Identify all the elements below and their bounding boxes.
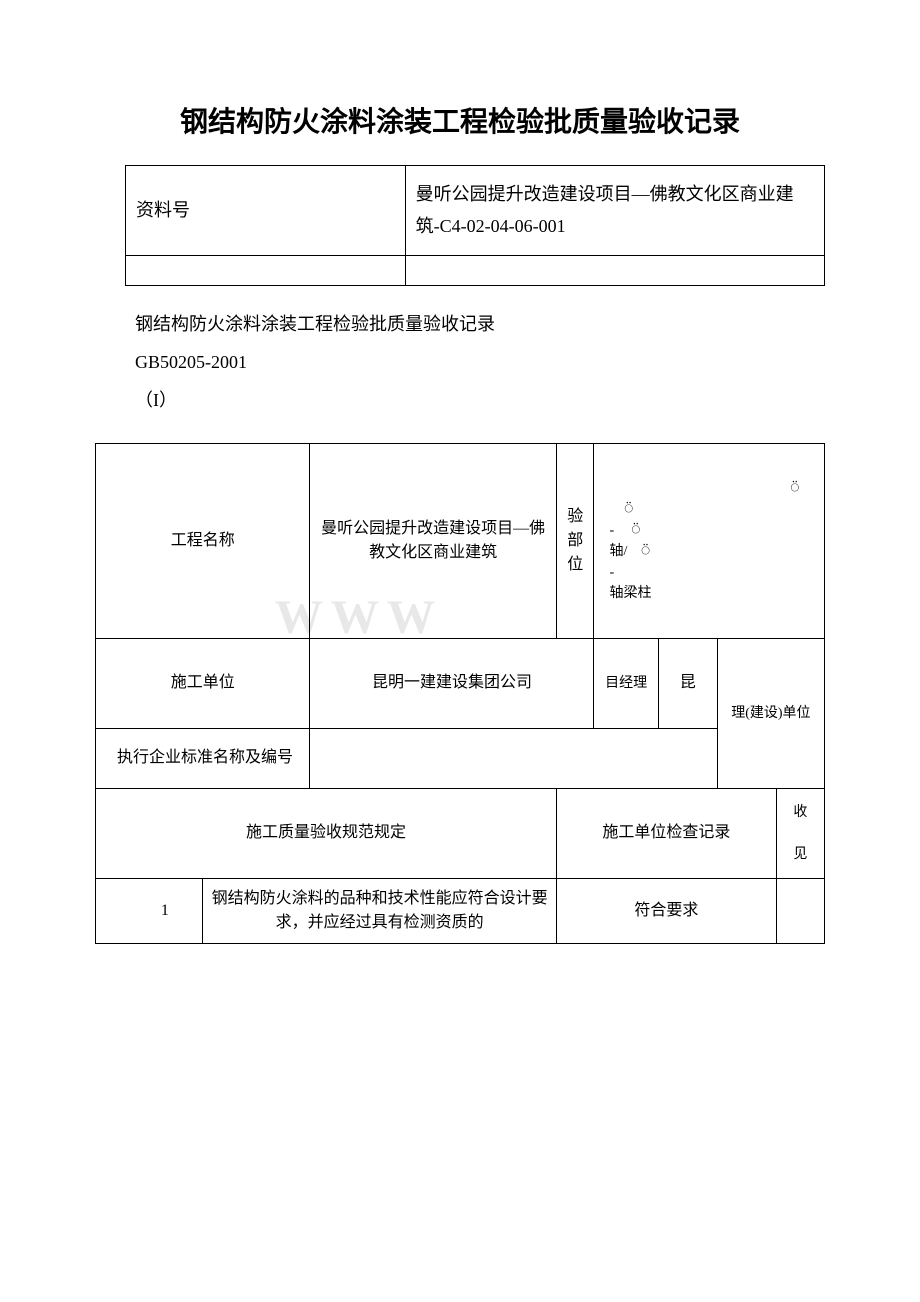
standard-label: 执行企业标准名称及编号 bbox=[96, 728, 310, 788]
table-row-3: 执行企业标准名称及编号 bbox=[96, 728, 825, 788]
item-number: 1 bbox=[128, 878, 203, 943]
project-name-value: 曼听公园提升改造建设项目—佛教文化区商业建筑 bbox=[310, 443, 557, 638]
table-row-4: 施工质量验收规范规定 施工单位检查记录 收见 bbox=[96, 788, 825, 878]
page-wrapper: 钢结构防火涂料涂装工程检验批质量验收记录 资料号 曼听公园提升改造建设项目—佛教… bbox=[95, 100, 825, 944]
info-row-1: 资料号 曼听公园提升改造建设项目—佛教文化区商业建筑-C4-02-04-06-0… bbox=[126, 166, 825, 256]
acceptance-label: 收见 bbox=[776, 788, 824, 878]
table-row-1: 工程名称 曼听公园提升改造建设项目—佛教文化区商业建筑 验部位 ⍥ ⍥ - ⍥ … bbox=[96, 443, 825, 638]
inspection-part-label: 验部位 bbox=[556, 443, 594, 638]
axis-info: ⍥ ⍥ - ⍥ 轴/ ⍥ - 轴梁柱 bbox=[594, 443, 825, 638]
item-row-pad bbox=[96, 878, 128, 943]
project-manager-label: 目经理 bbox=[594, 638, 658, 728]
info-value-cell: 曼听公园提升改造建设项目—佛教文化区商业建筑-C4-02-04-06-001 bbox=[405, 166, 824, 256]
subtitle-line-1: 钢结构防火涂料涂装工程检验批质量验收记录 bbox=[135, 306, 825, 342]
table-row-5: 1 钢结构防火涂料的品种和技术性能应符合设计要求，并应经过具有检测资质的 符合要… bbox=[96, 878, 825, 943]
subtitle-line-3: （I） bbox=[135, 382, 825, 418]
info-empty-2 bbox=[405, 255, 824, 285]
project-manager-value: 昆 bbox=[658, 638, 717, 728]
info-empty-1 bbox=[126, 255, 406, 285]
item-description: 钢结构防火涂料的品种和技术性能应符合设计要求，并应经过具有检测资质的 bbox=[203, 878, 557, 943]
page-title: 钢结构防火涂料涂装工程检验批质量验收记录 bbox=[95, 100, 825, 140]
quality-spec-label: 施工质量验收规范规定 bbox=[96, 788, 557, 878]
main-table: 工程名称 曼听公园提升改造建设项目—佛教文化区商业建筑 验部位 ⍥ ⍥ - ⍥ … bbox=[95, 443, 825, 944]
construction-unit-value: 昆明一建建设集团公司 bbox=[310, 638, 594, 728]
info-label-cell: 资料号 bbox=[126, 166, 406, 256]
subtitle-line-2: GB50205-2001 bbox=[135, 344, 825, 380]
construction-unit-label: 施工单位 bbox=[96, 638, 310, 728]
standard-value bbox=[310, 728, 717, 788]
item-result: 符合要求 bbox=[556, 878, 776, 943]
item-acceptance bbox=[776, 878, 824, 943]
project-name-label: 工程名称 bbox=[96, 443, 310, 638]
info-table: 资料号 曼听公园提升改造建设项目—佛教文化区商业建筑-C4-02-04-06-0… bbox=[125, 165, 825, 286]
info-row-2 bbox=[126, 255, 825, 285]
table-row-2: 施工单位 昆明一建建设集团公司 目经理 昆 理(建设)单位 bbox=[96, 638, 825, 728]
supervision-unit: 理(建设)单位 bbox=[717, 638, 824, 788]
subtitle-block: 钢结构防火涂料涂装工程检验批质量验收记录 GB50205-2001 （I） bbox=[135, 306, 825, 418]
inspection-record-label: 施工单位检查记录 bbox=[556, 788, 776, 878]
